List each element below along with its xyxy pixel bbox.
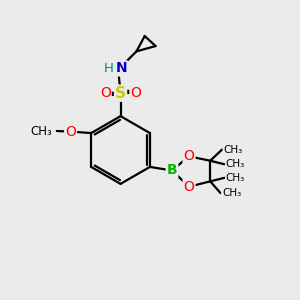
- Text: CH₃: CH₃: [222, 188, 241, 198]
- Text: O: O: [184, 180, 194, 194]
- Text: N: N: [115, 61, 127, 75]
- Text: CH₃: CH₃: [224, 145, 243, 154]
- Text: O: O: [65, 124, 76, 139]
- Text: B: B: [167, 164, 177, 178]
- Text: CH₃: CH₃: [31, 124, 52, 137]
- Text: O: O: [100, 85, 111, 100]
- Text: CH₃: CH₃: [226, 173, 245, 183]
- Text: CH₃: CH₃: [226, 159, 245, 169]
- Text: O: O: [184, 149, 194, 163]
- Text: S: S: [115, 86, 126, 101]
- Text: O: O: [130, 85, 141, 100]
- Text: H: H: [104, 62, 114, 75]
